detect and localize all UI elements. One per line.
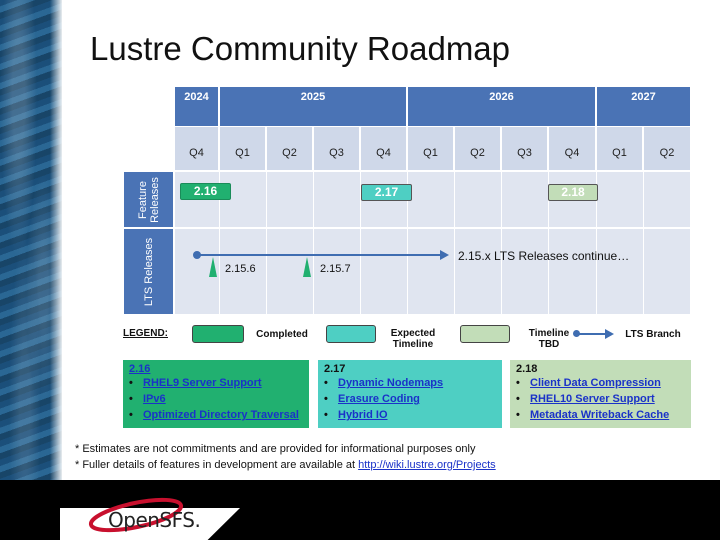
feature-link[interactable]: Erasure Coding bbox=[338, 393, 420, 405]
feature-list: Dynamic Nodemaps Erasure Coding Hybrid I… bbox=[324, 375, 496, 423]
opensfs-logo-text: OpenSFS. bbox=[108, 508, 201, 532]
quarter-cell: Q3 bbox=[501, 126, 548, 171]
column-divider bbox=[313, 171, 314, 315]
quarter-cell: Q1 bbox=[219, 126, 266, 171]
legend-branch-label: LTS Branch bbox=[625, 329, 681, 340]
feature-link[interactable]: Dynamic Nodemaps bbox=[338, 377, 444, 389]
list-item: Erasure Coding bbox=[324, 391, 496, 407]
quarter-cell: Q1 bbox=[407, 126, 454, 171]
release-bar-2-16: 2.16 bbox=[180, 183, 231, 200]
list-item: RHEL10 Server Support bbox=[516, 391, 685, 407]
feature-releases-row-header: Feature Releases bbox=[123, 171, 174, 228]
feature-link[interactable]: Hybrid IO bbox=[338, 409, 388, 421]
legend-completed-swatch bbox=[192, 325, 244, 343]
column-divider bbox=[360, 171, 361, 315]
column-divider bbox=[454, 171, 455, 315]
feature-link[interactable]: IPv6 bbox=[143, 393, 166, 405]
quarter-cell: Q4 bbox=[360, 126, 407, 171]
lts-release-2-15-6: 2.15.6 bbox=[225, 263, 256, 275]
feature-list: Client Data Compression RHEL10 Server Su… bbox=[516, 375, 685, 423]
column-divider bbox=[219, 171, 220, 315]
list-item: Optimized Directory Traversal bbox=[129, 407, 303, 423]
lts-releases-row-header: LTS Releases bbox=[123, 228, 174, 315]
quarter-cell: Q2 bbox=[643, 126, 691, 171]
feature-box-title: 2.18 bbox=[516, 363, 538, 375]
lts-release-marker-icon bbox=[303, 257, 311, 277]
column-divider bbox=[596, 171, 597, 315]
lts-release-2-15-7: 2.15.7 bbox=[320, 263, 351, 275]
legend-lts-line bbox=[576, 333, 606, 335]
legend-lts-dot bbox=[573, 330, 580, 337]
feature-box-2-18: 2.18 Client Data Compression RHEL10 Serv… bbox=[510, 360, 691, 428]
list-item: Metadata Writeback Cache bbox=[516, 407, 685, 423]
legend-tbd-swatch bbox=[460, 325, 510, 343]
legend-expected-swatch bbox=[326, 325, 376, 343]
quarter-cell: Q4 bbox=[174, 126, 219, 171]
legend-expected-label: Expected Timeline bbox=[390, 328, 436, 350]
column-divider bbox=[501, 171, 502, 315]
list-item: IPv6 bbox=[129, 391, 303, 407]
lts-branch-arrow-icon bbox=[440, 250, 449, 260]
legend-title: LEGEND: bbox=[123, 328, 168, 339]
column-divider bbox=[266, 171, 267, 315]
quarter-cell: Q3 bbox=[313, 126, 360, 171]
column-divider bbox=[548, 171, 549, 315]
feature-version-link[interactable]: 2.16 bbox=[129, 363, 151, 375]
column-divider bbox=[407, 171, 408, 315]
release-bar-2-17: 2.17 bbox=[361, 184, 412, 201]
feature-box-2-16: 2.16 RHEL9 Server Support IPv6 Optimized… bbox=[123, 360, 309, 428]
feature-box-2-17: 2.17 Dynamic Nodemaps Erasure Coding Hyb… bbox=[318, 360, 502, 428]
feature-list: RHEL9 Server Support IPv6 Optimized Dire… bbox=[129, 375, 303, 423]
page-title: Lustre Community Roadmap bbox=[90, 30, 511, 67]
column-divider bbox=[643, 171, 644, 315]
opensfs-swoosh-icon bbox=[88, 497, 184, 533]
lts-releases-label: LTS Releases bbox=[142, 237, 155, 306]
list-item: Client Data Compression bbox=[516, 375, 685, 391]
feature-releases-row bbox=[174, 171, 691, 228]
lts-releases-row bbox=[174, 228, 691, 315]
feature-link[interactable]: RHEL9 Server Support bbox=[143, 377, 262, 389]
footnote-details: * Fuller details of features in developm… bbox=[75, 457, 496, 473]
list-item: RHEL9 Server Support bbox=[129, 375, 303, 391]
quarter-cell: Q2 bbox=[454, 126, 501, 171]
lts-continue-label: 2.15.x LTS Releases continue… bbox=[458, 249, 630, 263]
quarter-cell: Q2 bbox=[266, 126, 313, 171]
legend-completed-label: Completed bbox=[256, 329, 308, 340]
feature-link[interactable]: RHEL10 Server Support bbox=[530, 393, 655, 405]
lts-branch-line bbox=[197, 254, 442, 256]
legend-lts-arrow-icon bbox=[605, 329, 614, 339]
feature-link[interactable]: Metadata Writeback Cache bbox=[530, 409, 670, 421]
lts-branch-start bbox=[193, 251, 201, 259]
quarter-cell: Q4 bbox=[548, 126, 596, 171]
list-item: Hybrid IO bbox=[324, 407, 496, 423]
quarter-cell: Q1 bbox=[596, 126, 643, 171]
water-background bbox=[0, 0, 62, 480]
footnotes: * Estimates are not commitments and are … bbox=[75, 441, 496, 473]
footnote-estimates: * Estimates are not commitments and are … bbox=[75, 443, 476, 455]
legend-tbd-label: Timeline TBD bbox=[528, 328, 570, 350]
lts-release-marker-icon bbox=[209, 257, 217, 277]
release-bar-2-18: 2.18 bbox=[548, 184, 598, 201]
feature-releases-label: Feature Releases bbox=[136, 176, 161, 223]
wiki-projects-link[interactable]: http://wiki.lustre.org/Projects bbox=[358, 459, 496, 471]
feature-link[interactable]: Optimized Directory Traversal bbox=[143, 409, 299, 421]
footnote-details-text: * Fuller details of features in developm… bbox=[75, 459, 359, 471]
feature-link[interactable]: Client Data Compression bbox=[530, 377, 661, 389]
feature-box-title: 2.16 bbox=[129, 363, 303, 375]
list-item: Dynamic Nodemaps bbox=[324, 375, 496, 391]
feature-box-title: 2.17 bbox=[324, 363, 346, 375]
